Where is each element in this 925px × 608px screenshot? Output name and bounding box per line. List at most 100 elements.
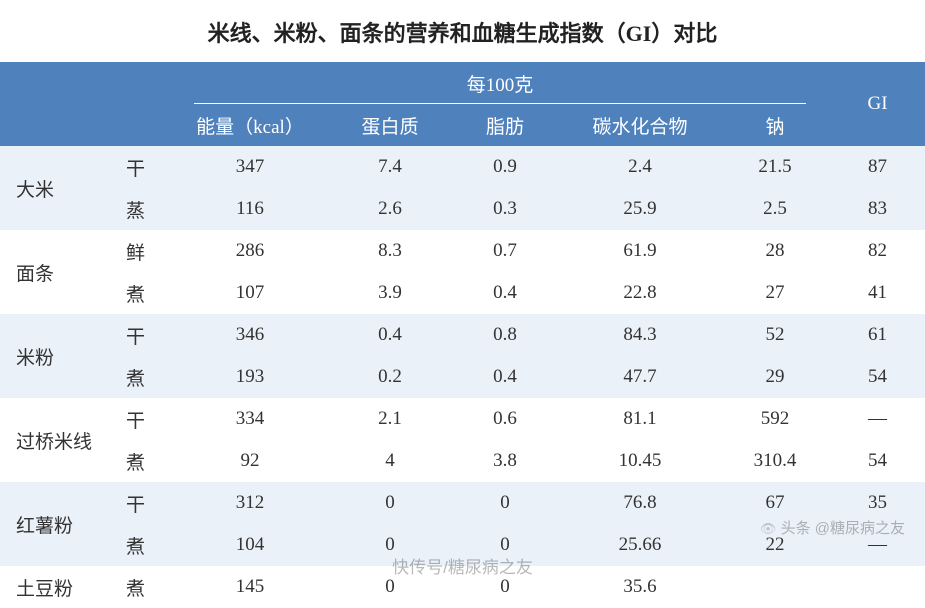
value-cell: 35 bbox=[830, 482, 925, 524]
table-row: 煮1040025.6622— bbox=[0, 524, 925, 566]
table-row: 米粉干3460.40.884.35261 bbox=[0, 314, 925, 356]
sub-cell: 干 bbox=[110, 482, 170, 524]
category-cell: 过桥米线 bbox=[0, 398, 110, 482]
value-cell: 346 bbox=[170, 314, 330, 356]
header-sodium: 钠 bbox=[720, 104, 830, 146]
value-cell: 310.4 bbox=[720, 440, 830, 482]
sub-cell: 煮 bbox=[110, 566, 170, 608]
value-cell: 2.5 bbox=[720, 188, 830, 230]
table-row: 煮1930.20.447.72954 bbox=[0, 356, 925, 398]
value-cell: 0.3 bbox=[450, 188, 560, 230]
category-cell: 土豆粉 bbox=[0, 566, 110, 608]
value-cell: 0.8 bbox=[450, 314, 560, 356]
value-cell: 3.8 bbox=[450, 440, 560, 482]
sub-cell: 煮 bbox=[110, 356, 170, 398]
value-cell: 27 bbox=[720, 272, 830, 314]
table-row: 红薯粉干3120076.86735 bbox=[0, 482, 925, 524]
table-row: 煮1073.90.422.82741 bbox=[0, 272, 925, 314]
table-row: 蒸1162.60.325.92.583 bbox=[0, 188, 925, 230]
sub-cell: 蒸 bbox=[110, 188, 170, 230]
value-cell: 0.4 bbox=[330, 314, 450, 356]
value-cell: 0.7 bbox=[450, 230, 560, 272]
value-cell: 35.6 bbox=[560, 566, 720, 608]
value-cell: 25.9 bbox=[560, 188, 720, 230]
nutrition-table: 每100克 GI 能量（kcal） 蛋白质 脂肪 碳水化合物 钠 大米干3477… bbox=[0, 62, 925, 608]
sub-cell: 干 bbox=[110, 398, 170, 440]
category-cell: 米粉 bbox=[0, 314, 110, 398]
table-row: 土豆粉煮1450035.6 bbox=[0, 566, 925, 608]
value-cell: 104 bbox=[170, 524, 330, 566]
sub-cell: 煮 bbox=[110, 272, 170, 314]
value-cell: 0 bbox=[450, 524, 560, 566]
value-cell: 25.66 bbox=[560, 524, 720, 566]
header-carb: 碳水化合物 bbox=[560, 104, 720, 146]
value-cell: 0 bbox=[330, 482, 450, 524]
page-title: 米线、米粉、面条的营养和血糖生成指数（GI）对比 bbox=[0, 0, 925, 62]
value-cell: 10.45 bbox=[560, 440, 720, 482]
table-header: 每100克 GI 能量（kcal） 蛋白质 脂肪 碳水化合物 钠 bbox=[0, 62, 925, 146]
category-cell: 红薯粉 bbox=[0, 482, 110, 566]
value-cell: 592 bbox=[720, 398, 830, 440]
header-gi: GI bbox=[830, 62, 925, 146]
table-row: 面条鲜2868.30.761.92882 bbox=[0, 230, 925, 272]
value-cell: 7.4 bbox=[330, 146, 450, 188]
value-cell: 61.9 bbox=[560, 230, 720, 272]
value-cell: 0.2 bbox=[330, 356, 450, 398]
value-cell: — bbox=[830, 398, 925, 440]
value-cell: 3.9 bbox=[330, 272, 450, 314]
sub-cell: 干 bbox=[110, 314, 170, 356]
header-energy: 能量（kcal） bbox=[170, 104, 330, 146]
value-cell: 0 bbox=[330, 566, 450, 608]
value-cell: 76.8 bbox=[560, 482, 720, 524]
value-cell: 84.3 bbox=[560, 314, 720, 356]
value-cell: 145 bbox=[170, 566, 330, 608]
value-cell: 92 bbox=[170, 440, 330, 482]
value-cell: 2.1 bbox=[330, 398, 450, 440]
value-cell: 0 bbox=[450, 566, 560, 608]
value-cell: 2.6 bbox=[330, 188, 450, 230]
value-cell: 334 bbox=[170, 398, 330, 440]
value-cell: 107 bbox=[170, 272, 330, 314]
value-cell: 8.3 bbox=[330, 230, 450, 272]
table-row: 大米干3477.40.92.421.587 bbox=[0, 146, 925, 188]
value-cell: 61 bbox=[830, 314, 925, 356]
header-group-label: 每100克 bbox=[467, 75, 534, 96]
table-row: 过桥米线干3342.10.681.1592— bbox=[0, 398, 925, 440]
sub-cell: 鲜 bbox=[110, 230, 170, 272]
header-protein: 蛋白质 bbox=[330, 104, 450, 146]
value-cell: 4 bbox=[330, 440, 450, 482]
value-cell: 52 bbox=[720, 314, 830, 356]
value-cell: 47.7 bbox=[560, 356, 720, 398]
header-group-per100g: 每100克 bbox=[170, 62, 830, 104]
sub-cell: 煮 bbox=[110, 524, 170, 566]
value-cell: 22.8 bbox=[560, 272, 720, 314]
value-cell: 22 bbox=[720, 524, 830, 566]
value-cell: 0.6 bbox=[450, 398, 560, 440]
value-cell: — bbox=[830, 524, 925, 566]
value-cell: 41 bbox=[830, 272, 925, 314]
value-cell: 28 bbox=[720, 230, 830, 272]
value-cell: 29 bbox=[720, 356, 830, 398]
value-cell bbox=[720, 566, 830, 608]
table-row: 煮9243.810.45310.454 bbox=[0, 440, 925, 482]
category-cell: 面条 bbox=[0, 230, 110, 314]
value-cell: 83 bbox=[830, 188, 925, 230]
value-cell: 0 bbox=[450, 482, 560, 524]
sub-cell: 煮 bbox=[110, 440, 170, 482]
value-cell: 0.4 bbox=[450, 356, 560, 398]
header-fat: 脂肪 bbox=[450, 104, 560, 146]
sub-cell: 干 bbox=[110, 146, 170, 188]
value-cell: 286 bbox=[170, 230, 330, 272]
value-cell bbox=[830, 566, 925, 608]
value-cell: 0 bbox=[330, 524, 450, 566]
value-cell: 347 bbox=[170, 146, 330, 188]
table-body: 大米干3477.40.92.421.587蒸1162.60.325.92.583… bbox=[0, 146, 925, 608]
value-cell: 0.4 bbox=[450, 272, 560, 314]
value-cell: 21.5 bbox=[720, 146, 830, 188]
value-cell: 0.9 bbox=[450, 146, 560, 188]
value-cell: 81.1 bbox=[560, 398, 720, 440]
value-cell: 193 bbox=[170, 356, 330, 398]
value-cell: 54 bbox=[830, 440, 925, 482]
value-cell: 87 bbox=[830, 146, 925, 188]
category-cell: 大米 bbox=[0, 146, 110, 230]
